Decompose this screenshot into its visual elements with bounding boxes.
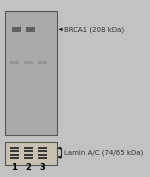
Bar xyxy=(38,154,47,156)
Bar xyxy=(24,150,33,152)
Bar xyxy=(24,154,33,156)
Text: 2: 2 xyxy=(25,163,31,172)
Bar xyxy=(5,142,57,165)
Bar xyxy=(38,157,47,159)
Text: Lamin A/C (74/65 kDa): Lamin A/C (74/65 kDa) xyxy=(64,150,144,156)
Bar xyxy=(10,154,19,156)
Bar xyxy=(38,147,47,149)
Bar xyxy=(10,157,19,159)
Bar xyxy=(24,61,33,64)
Bar xyxy=(12,27,21,32)
Bar xyxy=(10,150,19,152)
Bar xyxy=(5,11,57,135)
Text: BRCA1 (208 kDa): BRCA1 (208 kDa) xyxy=(64,26,124,33)
Text: 3: 3 xyxy=(40,163,45,172)
Bar xyxy=(10,61,19,64)
Bar xyxy=(24,147,33,149)
Text: 1: 1 xyxy=(11,163,17,172)
Bar xyxy=(26,27,35,32)
Bar xyxy=(10,147,19,149)
Bar xyxy=(24,157,33,159)
Bar xyxy=(38,61,47,64)
Bar xyxy=(38,150,47,152)
